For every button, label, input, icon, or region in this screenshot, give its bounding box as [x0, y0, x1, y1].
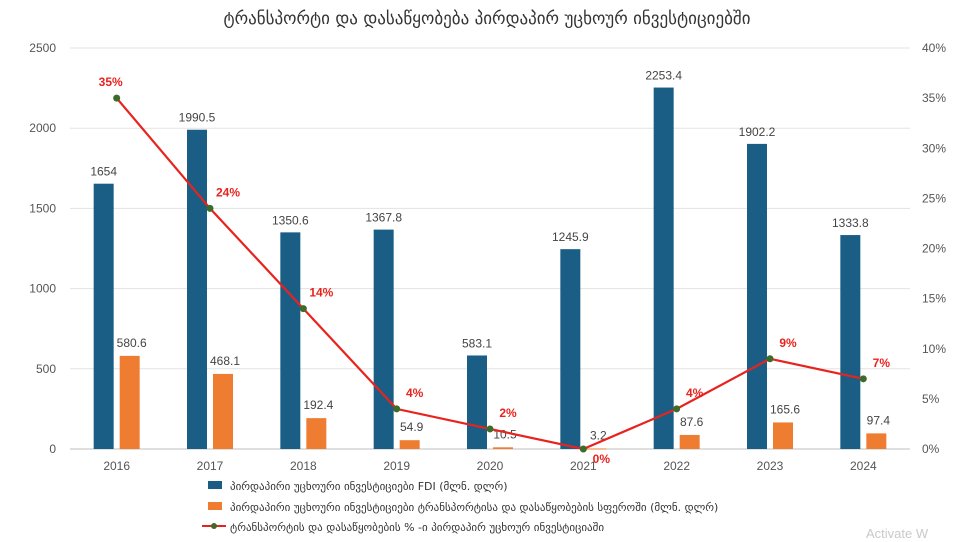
fdi-bar-label: 1367.8: [365, 211, 402, 225]
legend-label-fdi: პირდაპირი უცხოური ინვესტიციები FDI (მლნ.…: [230, 480, 508, 493]
legend-label-transport: პირდაპირი უცხოური ინვესტიციები ტრანსპორტ…: [230, 501, 718, 514]
right-tick-label: 20%: [922, 242, 946, 256]
x-tick-label: 2017: [197, 459, 224, 473]
legend-swatch-fdi: [208, 481, 222, 489]
percent-label: 0%: [593, 452, 611, 466]
watermark: Activate W: [866, 526, 929, 541]
percent-label: 24%: [216, 185, 240, 199]
percent-point: [486, 425, 494, 433]
transport-bar-label: 165.6: [770, 402, 800, 416]
x-tick-label: 2022: [663, 459, 690, 473]
left-tick-label: 2000: [29, 121, 56, 135]
percent-point: [766, 355, 774, 363]
right-tick-label: 25%: [922, 191, 946, 205]
x-axis-ticks: 2016 2017 2018 2019 2020 2021 2022 2023 2024: [103, 459, 877, 473]
transport-bar-label: 468.1: [210, 354, 240, 368]
fdi-bar: [373, 229, 394, 449]
transport-bar: [119, 355, 140, 449]
fdi-bar: [467, 355, 487, 449]
fdi-bar-label: 1990.5: [179, 111, 216, 125]
x-tick-label: 2023: [757, 459, 784, 473]
fdi-bar: [747, 143, 767, 449]
percent-label: 4%: [686, 386, 704, 400]
left-axis-ticks: 0 500 1000 1500 2000 2500: [29, 41, 56, 456]
transport-bar: [866, 433, 887, 449]
right-tick-label: 40%: [922, 41, 946, 55]
percent-label: 35%: [99, 75, 123, 89]
fdi-bar: [840, 235, 861, 449]
x-tick-label: 2016: [103, 459, 130, 473]
x-tick-label: 2024: [850, 459, 877, 473]
fdi-bar-label: 1654: [90, 165, 117, 179]
right-tick-label: 30%: [922, 141, 946, 155]
legend: პირდაპირი უცხოური ინვესტიციები FDI (მლნ.…: [202, 480, 718, 534]
fdi-bar-label: 1350.6: [272, 213, 309, 227]
x-tick-label: 2021: [570, 459, 597, 473]
percent-label: 9%: [779, 336, 797, 350]
legend-label-percent: ტრანსპორტის და დასაწყობების % -ი პირდაპი…: [230, 521, 604, 534]
chart-title: ტრანსპორტი და დასაწყობება პირდაპირ უცხოუ…: [223, 9, 750, 29]
transport-bar-label: 192.4: [303, 398, 333, 412]
transport-bar: [586, 448, 607, 450]
percent-label: 2%: [499, 406, 517, 420]
right-tick-label: 10%: [922, 342, 946, 356]
percent-point: [113, 94, 121, 102]
right-tick-label: 5%: [922, 392, 940, 406]
percent-point: [859, 375, 867, 383]
left-tick-label: 500: [36, 362, 56, 376]
right-tick-label: 0%: [922, 442, 940, 456]
left-tick-label: 1000: [29, 282, 56, 296]
left-tick-label: 0: [49, 442, 56, 456]
transport-bar: [399, 440, 420, 449]
percent-label: 4%: [406, 386, 424, 400]
transport-bar: [213, 373, 233, 449]
percent-label: 14%: [309, 286, 333, 300]
fdi-bar-label: 1245.9: [552, 230, 589, 244]
right-tick-label: 35%: [922, 91, 946, 105]
left-tick-label: 1500: [29, 201, 56, 215]
x-tick-label: 2018: [290, 459, 317, 473]
transport-bar-label: 54.9: [400, 420, 424, 434]
right-axis-ticks: 0% 5% 10% 15% 20% 25% 30% 35% 40%: [922, 41, 946, 456]
transport-bar-label: 580.6: [117, 336, 147, 350]
bars: 1654 580.6 1990.5 468.1 1350.6 192.4 1367.8 54.…: [90, 69, 890, 450]
transport-bar: [773, 422, 793, 449]
fdi-bar: [280, 232, 301, 449]
fdi-bar: [93, 183, 114, 449]
transport-bar: [679, 434, 700, 449]
legend-marker-percent: [211, 523, 217, 529]
x-tick-label: 2019: [383, 459, 410, 473]
x-tick-label: 2020: [477, 459, 504, 473]
percent-label: 7%: [873, 356, 891, 370]
fdi-bar: [187, 129, 207, 449]
right-tick-label: 15%: [922, 292, 946, 306]
fdi-bar: [653, 87, 674, 450]
transport-bar: [493, 447, 513, 449]
fdi-bar-label: 1333.8: [832, 216, 869, 230]
fdi-bar-label: 583.1: [462, 336, 492, 350]
transport-bar-label: 3.2: [590, 428, 607, 442]
transport-bar: [306, 418, 327, 449]
transport-bar-label: 87.6: [680, 415, 704, 429]
fdi-bar: [560, 249, 581, 449]
fdi-bar-label: 1902.2: [739, 125, 776, 139]
percent-point: [579, 445, 587, 453]
legend-swatch-transport: [208, 502, 222, 510]
percent-point: [393, 405, 401, 413]
transport-bar-label: 97.4: [867, 413, 891, 427]
percent-point: [299, 305, 307, 313]
percent-line: 35% 24% 14% 4% 2% 0% 4% 9% 7%: [99, 75, 891, 466]
fdi-bar-label: 2253.4: [645, 69, 682, 83]
percent-point: [206, 204, 214, 212]
percent-point: [673, 405, 681, 413]
left-tick-label: 2500: [29, 41, 56, 55]
